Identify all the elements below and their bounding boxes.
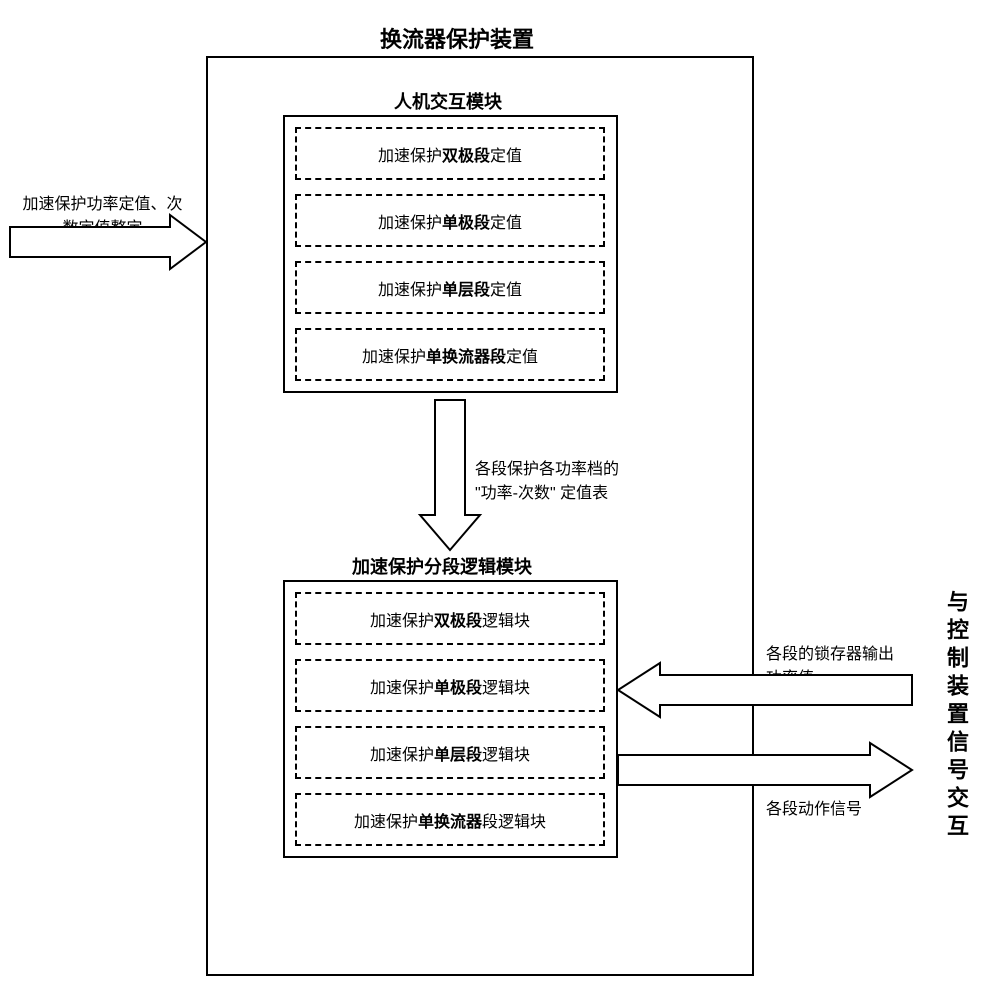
diagram-canvas: 换流器保护装置 人机交互模块 加速保护双极段定值 加速保护单极段定值 加速保护单… (0, 0, 1000, 993)
right-in-arrow-icon (618, 663, 912, 717)
mid-arrow-icon (420, 400, 480, 550)
left-arrow-icon (10, 215, 206, 269)
arrows-svg (0, 0, 1000, 993)
right-out-arrow-icon (618, 743, 912, 797)
